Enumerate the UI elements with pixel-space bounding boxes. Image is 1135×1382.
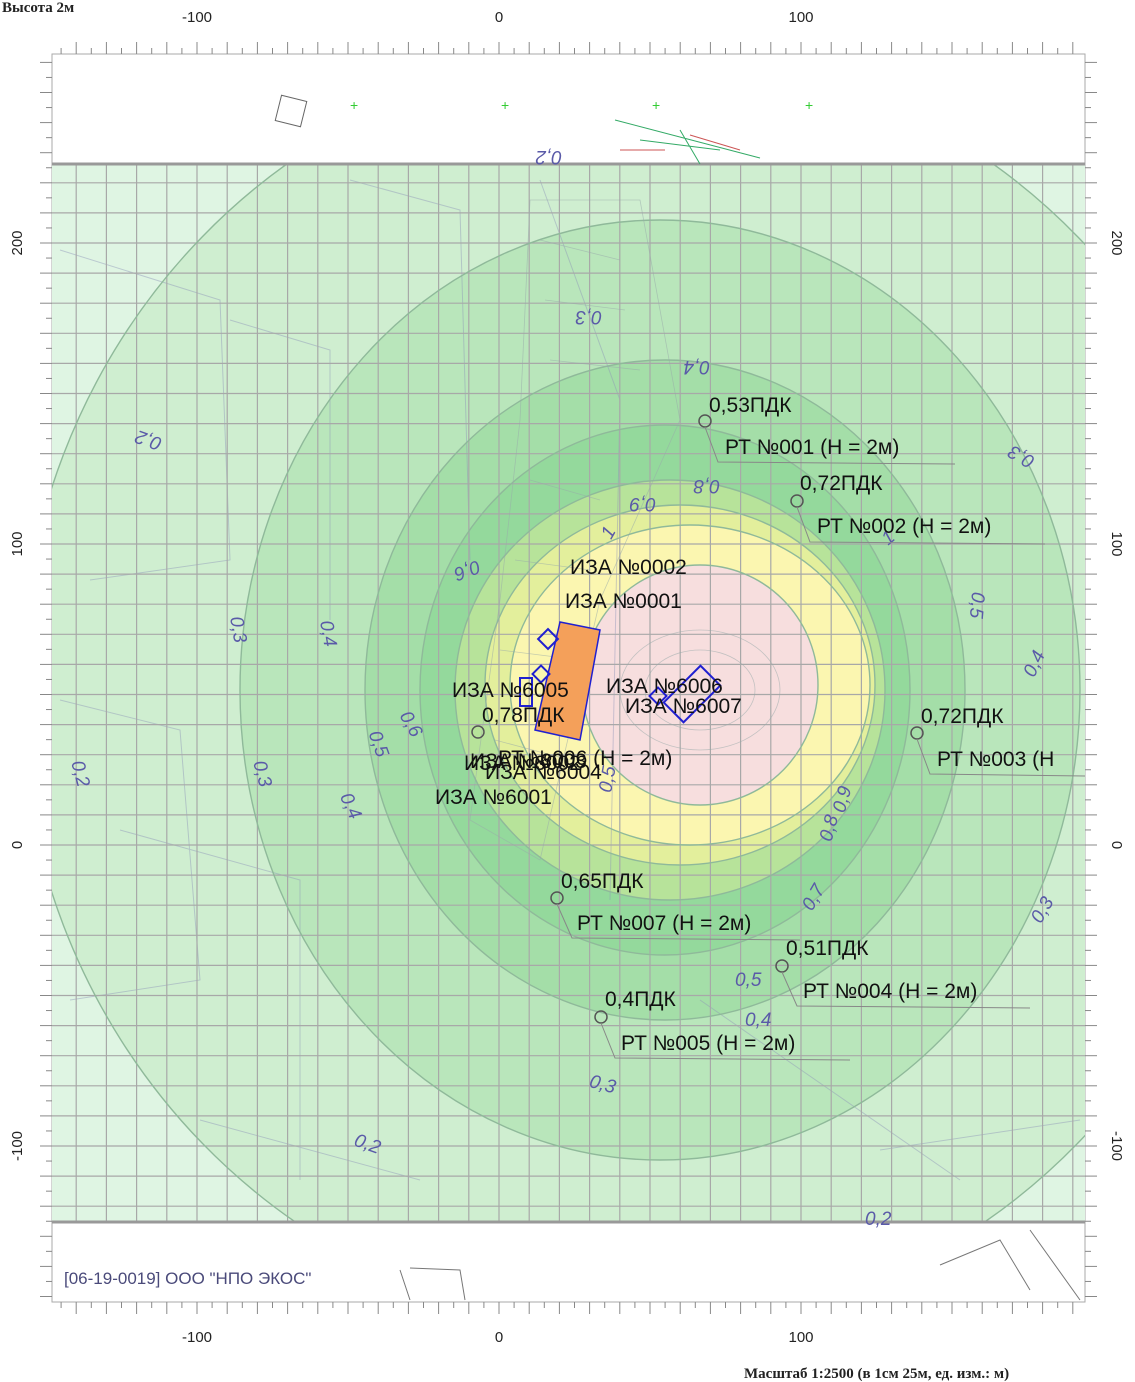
y-tick-label-right: 200 — [1108, 230, 1125, 255]
isoline-label: 0,5 — [735, 970, 762, 991]
isoline-label: 0,2 — [865, 1209, 892, 1230]
svg-text:+: + — [652, 97, 660, 113]
coordinate-rulers — [40, 42, 1097, 1314]
svg-text:+: + — [501, 97, 509, 113]
source-polygon-0001[interactable] — [534, 621, 601, 741]
source-marker-6002[interactable] — [519, 677, 533, 707]
receptor-value: 0,72ПДК — [800, 472, 883, 495]
site-detail-area — [469, 199, 781, 861]
y-tick-label-right: -100 — [1108, 1131, 1125, 1161]
isoline-label: 0,5 — [965, 591, 988, 620]
receptor-value: 0,65ПДК — [561, 870, 644, 893]
source-label: ИЗА №6002 — [464, 752, 581, 775]
receptor-name: РТ №005 (Н = 2м) — [621, 1032, 795, 1055]
concentration-zone — [582, 565, 818, 805]
source-label: ИЗА №0002 — [570, 556, 687, 579]
isoline-label: 0,4 — [684, 356, 710, 377]
source-label: ИЗА №6007 — [625, 695, 742, 718]
isoline-label: 0,4 — [745, 1010, 771, 1031]
isoline-label: 0,4 — [315, 619, 340, 649]
coordinate-grid — [52, 164, 1085, 1222]
bottom-strip-objects — [399, 1229, 1081, 1301]
receptor-labels: 0,53ПДК РТ №001 (Н = 2м) 0,72ПДК РТ №002… — [482, 394, 1054, 1055]
source-labels: ИЗА №0002 ИЗА №0001 ИЗА №6005 ИЗА №6006 … — [435, 556, 742, 809]
y-tick-label-left: 100 — [9, 531, 26, 556]
receptor-name: РТ №001 (Н = 2м) — [725, 436, 899, 459]
source-label: ИЗА №6003 — [470, 750, 587, 773]
source-marker-6007[interactable] — [648, 686, 668, 706]
receptor-marker[interactable] — [471, 725, 485, 739]
axis-tick-labels: -100 -100 0 0 100 100 200 200 100 100 0 0 -100 -100 — [9, 9, 1125, 1346]
x-tick-label: 100 — [788, 1329, 813, 1346]
receptor-name: РТ №003 (Н — [937, 748, 1054, 771]
source-label: ИЗА №6004 — [485, 761, 602, 784]
company-caption: [06-19-0019] ООО "НПО ЭКОС" — [64, 1269, 311, 1288]
y-tick-label-right: 100 — [1108, 531, 1125, 556]
isoline-label: 0,3 — [575, 306, 602, 327]
isoline-label: 0,8 — [693, 475, 720, 496]
svg-text:+: + — [350, 97, 358, 113]
isoline-label: 0,3 — [225, 615, 250, 645]
x-tick-label: 100 — [788, 9, 813, 26]
x-tick-label: 0 — [495, 9, 503, 26]
source-label: ИЗА №6001 — [435, 786, 552, 809]
receptor-value: 0,4ПДК — [605, 988, 677, 1011]
source-label: ИЗА №6006 — [606, 675, 723, 698]
y-tick-label-left: -100 — [9, 1131, 26, 1161]
svg-text:+: + — [805, 97, 813, 113]
receptor-value: 0,51ПДК — [786, 937, 869, 960]
receptor-name: РТ №006 (Н = 2м) — [498, 747, 672, 770]
y-tick-label-left: 200 — [9, 230, 26, 255]
receptor-value: 0,72ПДК — [921, 705, 1004, 728]
concentration-zones — [52, 164, 1085, 1222]
source-marker-6006[interactable] — [662, 664, 722, 724]
scale-label: Масштаб 1:2500 (в 1см 25м, ед. изм.: м) — [744, 1366, 1009, 1382]
source-marker-6005[interactable] — [531, 664, 551, 684]
height-label: Высота 2м — [2, 0, 74, 16]
x-tick-label: -100 — [182, 9, 212, 26]
isoline-label: 0,5 — [595, 764, 620, 794]
receptor-value: 0,53ПДК — [709, 394, 792, 417]
y-tick-label-right: 0 — [1108, 841, 1125, 849]
source-label: ИЗА №6005 — [452, 679, 569, 702]
x-tick-label: 0 — [495, 1329, 503, 1346]
y-tick-label-left: 0 — [9, 841, 26, 849]
isoline-label: 0,2 — [535, 146, 562, 167]
isoline-contours — [52, 164, 1085, 1222]
receptor-name: РТ №007 (Н = 2м) — [577, 912, 751, 935]
receptor-leaders — [556, 426, 1086, 1061]
source-label: ИЗА №0001 — [565, 590, 682, 613]
x-tick-label: -100 — [182, 1329, 212, 1346]
receptor-value: 0,78ПДК — [482, 704, 565, 727]
top-strip-objects: + + + + — [274, 94, 813, 165]
emission-sources — [519, 621, 722, 741]
isoline-label: 0,9 — [629, 493, 656, 514]
receptor-name: РТ №002 (Н = 2м) — [817, 515, 991, 538]
receptor-name: РТ №004 (Н = 2м) — [803, 980, 977, 1003]
source-marker-0002[interactable] — [536, 627, 560, 651]
